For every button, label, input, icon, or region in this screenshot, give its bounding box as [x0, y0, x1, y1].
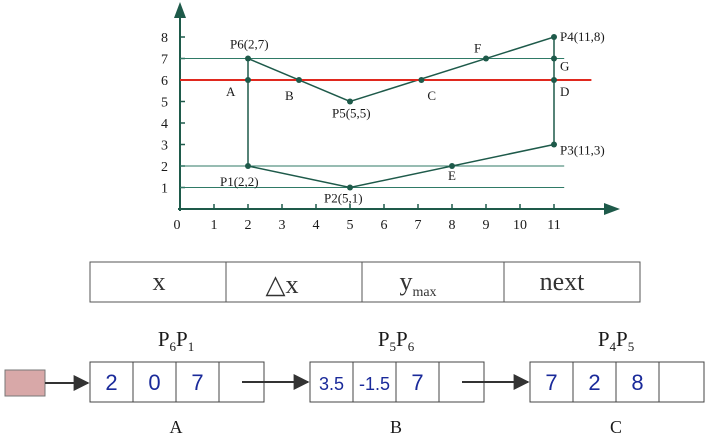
- x-tick-label: 9: [483, 218, 490, 233]
- vertex-label: P6(2,7): [230, 37, 269, 52]
- node-cell-value: 2: [105, 370, 117, 395]
- node-title-sub2: 6: [408, 339, 415, 354]
- node-cell-value: 2: [588, 370, 600, 395]
- node-cell-value: 3.5: [319, 374, 344, 394]
- node-caption: A: [170, 417, 183, 437]
- x-tick-label: 6: [381, 218, 388, 233]
- vertex-dot: [551, 34, 557, 40]
- header-ymax-sub: max: [412, 285, 436, 300]
- node-title-sub2: 1: [188, 339, 195, 354]
- x-tick-label: 11: [547, 218, 560, 233]
- node-cell-value: 0: [148, 370, 160, 395]
- x-tick-label: 3: [279, 218, 286, 233]
- node-title-sub1: 5: [390, 339, 397, 354]
- header-next: next: [540, 267, 586, 296]
- vertex-dot: [347, 184, 353, 191]
- vertex-label: P1(2,2): [220, 174, 259, 189]
- node-title-p2: P: [616, 327, 628, 351]
- intersection-label: C: [427, 88, 436, 103]
- intersection-dot: [245, 77, 251, 83]
- vertex-label: P3(11,3): [560, 143, 605, 158]
- header-ymax-main: y: [399, 267, 412, 296]
- x-axis-arrow-icon: [604, 203, 620, 215]
- intersection-label: D: [560, 84, 569, 99]
- x-tick-label: 5: [347, 218, 354, 233]
- node-cell: [658, 361, 705, 403]
- list-head-pointer: [4, 369, 46, 397]
- node-cell: [309, 361, 354, 403]
- x-tick-label: 0: [174, 218, 181, 233]
- intersection-dot: [449, 163, 455, 169]
- x-tick-label: 7: [415, 218, 422, 233]
- node-cell: [572, 361, 617, 403]
- y-tick-label: 6: [161, 74, 168, 89]
- node-title: P5P6: [378, 327, 415, 354]
- x-tick-label: 8: [449, 218, 456, 233]
- node-title-sub1: 6: [170, 339, 177, 354]
- y-tick-label: 1: [161, 182, 168, 197]
- y-tick-label: 5: [161, 96, 168, 111]
- intersection-dot: [551, 55, 557, 62]
- vertex-dot: [245, 163, 251, 169]
- y-tick-label: 2: [161, 160, 168, 175]
- node-title-p1: P: [378, 327, 390, 351]
- vertex-label: P4(11,8): [560, 29, 605, 44]
- x-tick-label: 4: [313, 218, 320, 233]
- node-title-p1: P: [598, 327, 610, 351]
- x-tick-label: 10: [513, 218, 527, 233]
- intersection-dot: [551, 77, 557, 83]
- node-cell-value: -1.5: [359, 374, 390, 394]
- node-cell-value: 7: [545, 370, 557, 395]
- intersection-dot: [296, 77, 302, 83]
- node-caption: C: [610, 417, 622, 437]
- node-cell-value: 7: [191, 370, 203, 395]
- y-tick-label: 7: [161, 53, 168, 68]
- node-title-p2: P: [396, 327, 408, 351]
- intersection-label: B: [285, 88, 294, 103]
- vertex-label: P2(5,1): [324, 191, 363, 206]
- node-cell: [132, 361, 177, 403]
- intersection-label: F: [474, 41, 481, 56]
- node-title-p1: P: [158, 327, 170, 351]
- header-ymax: ymax: [399, 267, 436, 300]
- node-cell: [395, 361, 440, 403]
- node-cell: [615, 361, 660, 403]
- node-title-sub2: 5: [628, 339, 635, 354]
- intersection-label: E: [448, 168, 456, 183]
- node-cell-value: 8: [631, 370, 643, 395]
- vertex-dot: [245, 55, 251, 62]
- node-title-p2: P: [176, 327, 188, 351]
- node-cell: [175, 361, 220, 403]
- intersection-label: G: [560, 59, 569, 74]
- header-x: x: [153, 267, 166, 296]
- y-tick-label: 8: [161, 31, 168, 46]
- node-cell-value: 7: [411, 370, 423, 395]
- y-tick-label: 4: [161, 117, 168, 132]
- intersection-dot: [483, 55, 489, 62]
- header-delta-x: △x: [266, 270, 299, 299]
- edge-node-format-table: x △x ymax next: [89, 261, 641, 303]
- node-title: P4P5: [598, 327, 634, 354]
- intersection-label: A: [226, 84, 236, 99]
- y-tick-label: 3: [161, 139, 168, 154]
- intersection-dot: [418, 77, 425, 83]
- node-caption: B: [390, 417, 402, 437]
- vertex-dot: [347, 98, 353, 105]
- x-tick-label: 2: [245, 218, 252, 233]
- vertex-label: P5(5,5): [332, 106, 371, 121]
- axes: [174, 2, 620, 215]
- node-cell: [352, 361, 397, 403]
- polygon-outline: [247, 35, 555, 189]
- node-title-sub1: 4: [610, 339, 617, 354]
- y-axis-arrow-icon: [174, 2, 186, 18]
- node-cell: [529, 361, 574, 403]
- x-tick-label: 1: [211, 218, 218, 233]
- node-title: P6P1: [158, 327, 194, 354]
- vertex-dot: [551, 141, 557, 148]
